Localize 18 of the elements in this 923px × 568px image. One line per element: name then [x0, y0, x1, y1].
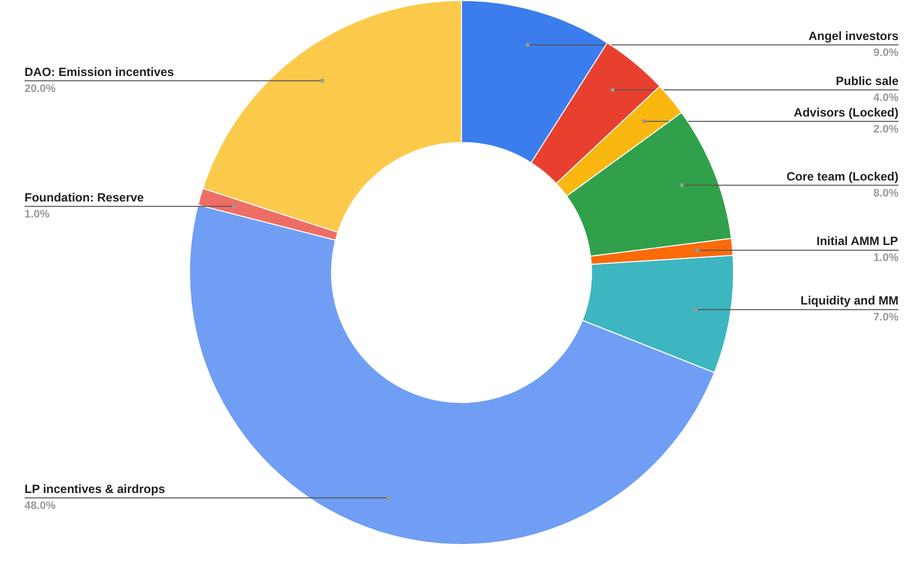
data-label: 4.0%	[873, 92, 899, 104]
data-label: 8.0%	[873, 187, 899, 200]
slice-label: Advisors (Locked)	[794, 105, 899, 120]
data-label: 1.0%	[873, 252, 899, 264]
data-label: 9.0%	[873, 46, 899, 59]
slice-label: Core team (Locked)	[786, 169, 899, 184]
slice-label: Public sale	[836, 74, 899, 88]
slice-label: Foundation: Reserve	[24, 190, 144, 204]
data-label: 20.0%	[24, 82, 56, 95]
slice-label: LP incentives & airdrops	[24, 482, 166, 496]
slice-label: DAO: Emission incentives	[24, 64, 174, 79]
slice-label: Angel investors	[808, 28, 899, 43]
slice-label: Initial AMM LP	[816, 234, 898, 248]
data-label: 1.0%	[24, 208, 50, 220]
data-label: 7.0%	[873, 312, 899, 324]
slice-label: Liquidity and MM	[800, 294, 899, 308]
data-label: 48.0%	[24, 500, 56, 512]
data-label: 2.0%	[873, 123, 899, 136]
